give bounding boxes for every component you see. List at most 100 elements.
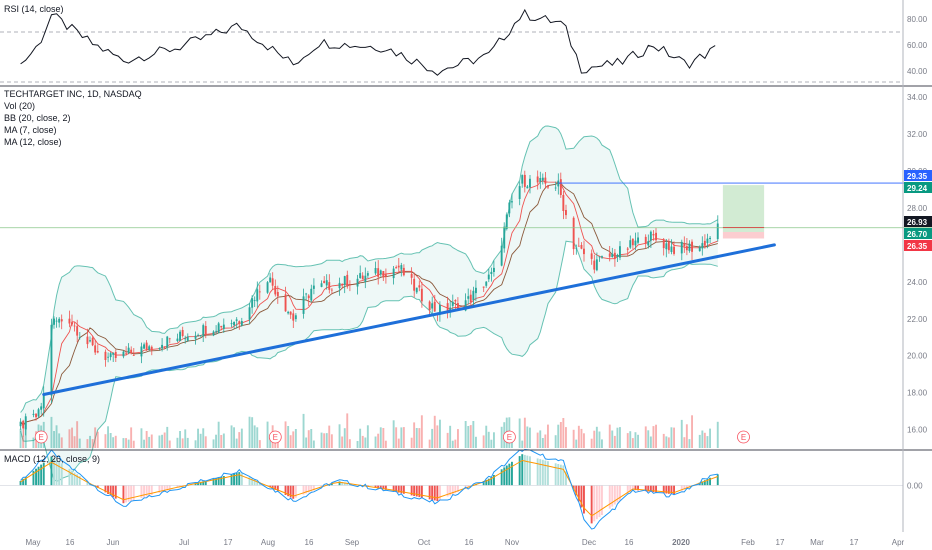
candle (526, 185, 529, 189)
candle-body (631, 238, 634, 246)
macd-histogram-bar (431, 485, 434, 500)
candle-body (32, 413, 35, 415)
volume-bar (521, 440, 524, 448)
macd-histogram-bar (292, 485, 295, 499)
candle (541, 173, 544, 185)
candle-body (662, 239, 665, 249)
candle-body (559, 179, 562, 195)
candle (644, 234, 647, 248)
volume-bar (670, 427, 673, 448)
volume-bar (547, 424, 549, 448)
candle (420, 282, 423, 308)
candle (181, 326, 184, 338)
candle (58, 317, 61, 328)
macd-histogram-bar (68, 468, 71, 486)
volume-bar (274, 439, 277, 448)
candle-body (37, 409, 40, 417)
volume-bar (500, 426, 503, 448)
candle-body (323, 280, 326, 284)
macd-histogram-bar (204, 480, 207, 486)
candle (91, 336, 94, 347)
earnings-marker: E (268, 430, 282, 444)
volume-bar (73, 436, 76, 448)
candle-body (433, 301, 436, 312)
candle (292, 309, 295, 328)
volume-bar (433, 415, 436, 448)
candle-body (691, 241, 693, 252)
macd-histogram-bar (521, 454, 524, 486)
volume-bar (253, 425, 256, 448)
volume-bar (343, 428, 346, 448)
volume-bar (377, 433, 380, 448)
candle (184, 335, 187, 344)
candle (485, 281, 488, 288)
volume-bar (212, 439, 215, 448)
volume-bar (493, 432, 495, 448)
x-axis-label: Mar (810, 538, 824, 547)
macd-histogram-bar (518, 456, 521, 486)
candle-body (454, 300, 457, 302)
volume-bar (629, 431, 632, 448)
macd-histogram-bar (493, 475, 495, 486)
candle-body (89, 340, 91, 342)
volume-bar (420, 415, 423, 448)
volume-bar (361, 435, 364, 448)
volume-bar (204, 436, 207, 448)
candle (562, 190, 565, 220)
candle-body (217, 323, 220, 333)
macd-histogram-bar (338, 481, 341, 486)
candle-body (485, 281, 488, 286)
volume-bar (384, 440, 387, 448)
candle-body (392, 268, 395, 279)
macd-histogram-bar (158, 485, 161, 493)
macd-histogram-bar (652, 485, 655, 493)
candle (667, 238, 670, 254)
candle-body (611, 253, 614, 257)
macd-histogram-bar (505, 465, 508, 486)
candle-body (601, 256, 603, 258)
candle (328, 274, 331, 294)
macd-histogram-bar (238, 472, 241, 486)
price-badge: 26.35 (904, 240, 932, 251)
volume-bar (487, 431, 490, 448)
candle (248, 303, 251, 325)
candle-body (446, 303, 449, 311)
candle (276, 285, 279, 304)
candle-body (544, 177, 547, 184)
candle (230, 319, 233, 328)
x-axis-label: Jul (179, 538, 189, 547)
volume-bar (565, 427, 567, 448)
candle (343, 275, 346, 294)
volume-bar (96, 431, 99, 448)
candle-body (163, 346, 166, 348)
macd-histogram-bar (60, 463, 63, 486)
candle-body (413, 278, 416, 291)
candle-body (292, 313, 295, 321)
rsi-line (20, 8, 716, 76)
volume-bar (222, 433, 225, 448)
earnings-marker-letter: E (39, 433, 44, 442)
macd-histogram-bar (701, 481, 704, 486)
candle (240, 317, 243, 327)
candle-body (348, 284, 351, 285)
macd-histogram-bar (343, 482, 346, 486)
macd-histogram-bar (346, 482, 349, 486)
volume-bar (616, 427, 619, 448)
volume-bar (186, 437, 189, 448)
macd-histogram-bar (248, 477, 251, 486)
x-axis-label: 16 (66, 538, 75, 547)
macd-histogram-bar (289, 485, 292, 498)
candle-body (127, 347, 130, 353)
candle (688, 240, 691, 253)
macd-histogram-bar (598, 485, 601, 518)
candle-body (220, 326, 223, 328)
candle-body (287, 311, 290, 314)
macd-histogram-bar (413, 485, 416, 496)
candle-body (575, 247, 578, 249)
candle (158, 347, 161, 351)
candle-body (420, 288, 423, 302)
candle (577, 237, 580, 247)
volume-bar (89, 435, 91, 448)
candle (698, 245, 701, 252)
macd-histogram-bar (577, 485, 580, 502)
